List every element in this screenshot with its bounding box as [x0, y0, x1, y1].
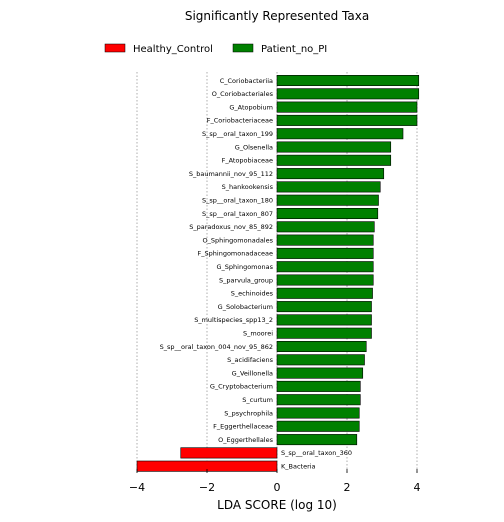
bar-label: S_sp__oral_taxon_807 [202, 210, 273, 218]
bar-label: O_Eggerthellales [218, 436, 273, 444]
bar-label: G_Cryptobacterium [210, 383, 273, 391]
bar-label: G_Solobacterium [218, 303, 273, 311]
bar-label: S_paradoxus_nov_85_892 [189, 223, 273, 231]
bar [276, 301, 372, 313]
bar [276, 234, 374, 246]
bar [276, 274, 374, 286]
x-tick-label: 0 [274, 481, 281, 494]
bar-label: S_curtum [242, 396, 273, 404]
bar-label: S_parvula_group [219, 276, 273, 284]
bar [276, 141, 392, 153]
x-tick-label: 2 [344, 481, 351, 494]
bar [276, 367, 364, 379]
bar [276, 154, 392, 166]
bar [276, 247, 374, 259]
bar-label: G_Veillonella [232, 369, 273, 377]
x-tick-label: 4 [414, 481, 421, 494]
bars [136, 75, 420, 472]
bar-label: S_echinoides [231, 290, 274, 298]
bar [276, 434, 358, 446]
bar-label: S_sp__oral_taxon_360 [281, 449, 352, 457]
bar-label: S_hankookensis [222, 183, 274, 191]
bar [276, 380, 361, 392]
bar [276, 327, 372, 339]
x-axis-label: LDA SCORE (log 10) [217, 498, 337, 512]
legend: Healthy_Control Patient_no_PI [104, 43, 327, 55]
bar-label: S_acidifaciens [227, 356, 273, 364]
bar-label: K_Bacteria [281, 463, 316, 471]
bar-label: F_Atopobiaceae [222, 157, 273, 165]
bar [276, 88, 420, 100]
category-labels: C_Coriobacteriia O_Coriobacteriales G_Atop… [160, 77, 352, 471]
legend-label-healthy-control: Healthy_Control [133, 44, 213, 55]
bar [276, 261, 374, 273]
bar [276, 340, 367, 352]
bar [276, 287, 373, 299]
bar-label: G_Sphingomonas [217, 263, 274, 271]
bar [276, 168, 385, 180]
legend-swatch-patient-no-pi [232, 43, 254, 53]
chart-title: Significantly Represented Taxa [185, 9, 369, 23]
bar [276, 128, 404, 140]
bar [276, 407, 360, 419]
bar-label: S_sp__oral_taxon_180 [202, 197, 273, 205]
legend-swatch-healthy-control [104, 43, 126, 53]
bar-label: C_Coriobacteriia [220, 77, 273, 85]
bar-label: F_Sphingomonadaceae [198, 250, 273, 258]
bar-label: S_multispecies_spp13_2 [194, 316, 273, 324]
bar [276, 114, 418, 126]
bar-label: G_Olsenella [235, 143, 273, 151]
bar-label: F_Eggerthellaceae [213, 423, 273, 431]
bar [276, 394, 361, 406]
bar [276, 208, 379, 220]
bar [276, 75, 420, 87]
x-tick-label: −2 [199, 481, 215, 494]
bar-label: S_sp__oral_taxon_004_nov_95_862 [160, 343, 273, 351]
bar-label: S_moorei [243, 330, 273, 338]
bar-label: S_psychrophila [224, 409, 273, 417]
bar-label: O_Sphingomonadales [203, 236, 274, 244]
bar-label: F_Coriobacteriaceae [207, 117, 273, 125]
bar [276, 101, 418, 113]
x-axis: −4 −2 0 2 4 [129, 469, 421, 494]
legend-label-patient-no-pi: Patient_no_PI [261, 44, 327, 55]
bar [180, 447, 278, 459]
bar [276, 181, 381, 193]
bar [276, 354, 365, 366]
bar [276, 194, 379, 206]
bar [276, 221, 375, 233]
bar-label: O_Coriobacteriales [212, 90, 274, 98]
bar-label: G_Atopobium [229, 103, 273, 111]
bar [276, 420, 360, 432]
bar-label: S_sp__oral_taxon_199 [202, 130, 273, 138]
bar-label: S_baumannii_nov_95_112 [189, 170, 273, 178]
x-tick-label: −4 [129, 481, 145, 494]
bar [276, 314, 372, 326]
